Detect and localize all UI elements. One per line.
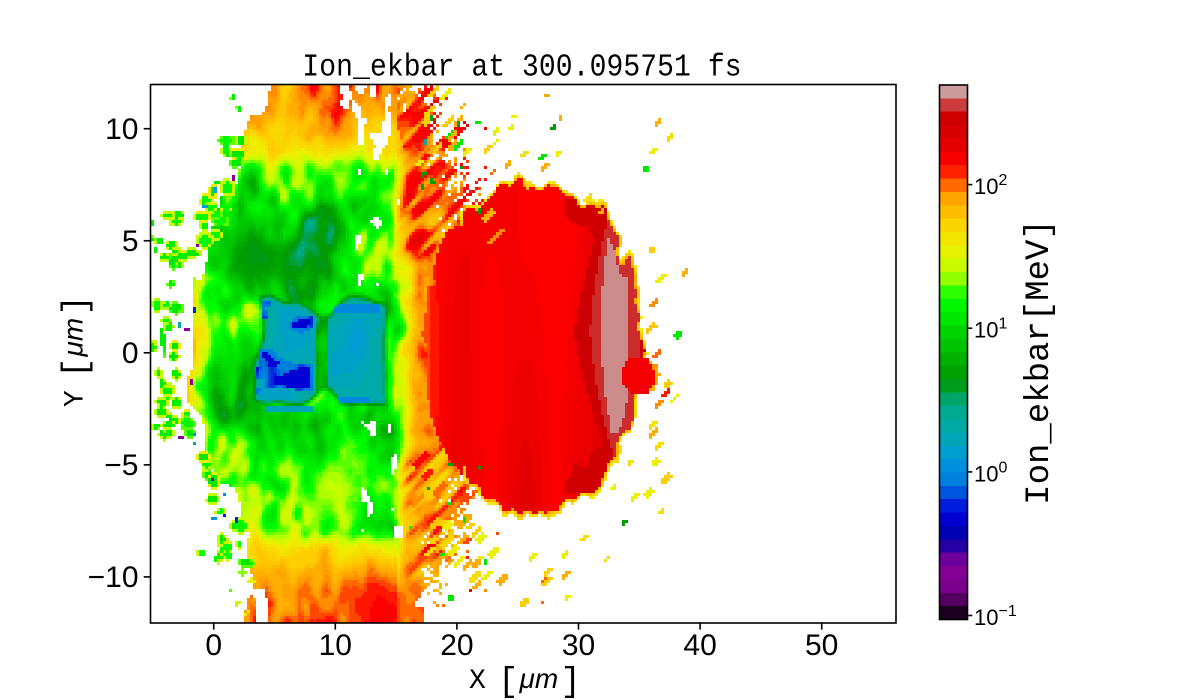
svg-text:]: ] (561, 664, 581, 700)
svg-text:10: 10 (319, 629, 352, 662)
svg-text:30: 30 (562, 629, 595, 662)
svg-text:−10: −10 (88, 561, 139, 594)
svg-text:50: 50 (805, 629, 838, 662)
svg-text:[: [ (59, 358, 97, 378)
svg-text:10: 10 (105, 113, 138, 146)
svg-text:[: [ (498, 664, 518, 700)
svg-text:0: 0 (205, 629, 222, 662)
svg-text:−5: −5 (104, 449, 138, 482)
svg-text:Ion_ekbar[MeV]: Ion_ekbar[MeV] (1021, 219, 1059, 505)
svg-text:40: 40 (683, 629, 716, 662)
svg-text:20: 20 (440, 629, 473, 662)
svg-text:Y: Y (61, 390, 92, 407)
svg-text:Ion_ekbar at 300.095751 fs: Ion_ekbar at 300.095751 fs (302, 49, 741, 85)
svg-text:μm: μm (58, 318, 89, 358)
svg-text:X: X (469, 666, 486, 697)
svg-text:μm: μm (519, 663, 559, 694)
svg-text:0: 0 (122, 337, 139, 370)
svg-text:5: 5 (122, 225, 139, 258)
svg-text:]: ] (59, 295, 97, 315)
